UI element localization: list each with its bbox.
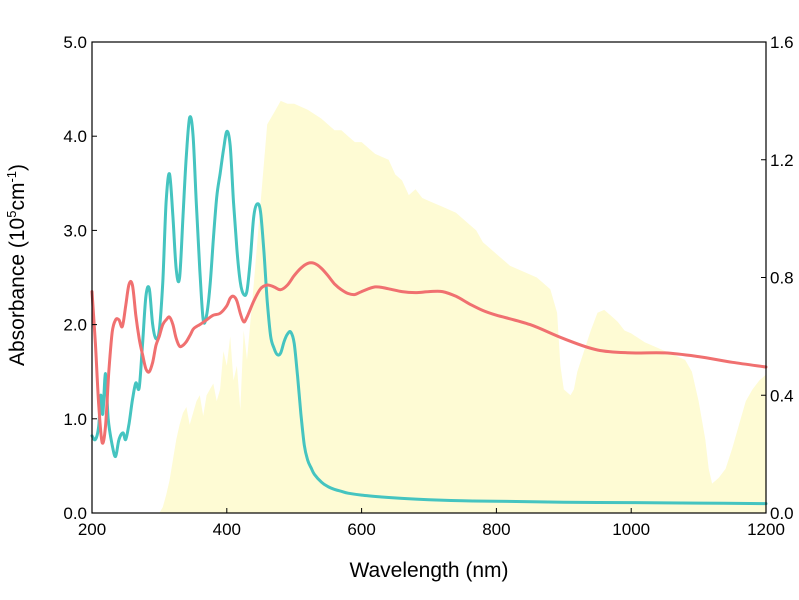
y-right-tick-label: 1.2 — [770, 151, 794, 170]
y-right-tick-label: 0.8 — [770, 269, 794, 288]
y-axis-label-left: Absorbance (105cm-1) — [4, 164, 29, 366]
y-right-tick-label: 1.6 — [770, 33, 794, 52]
y-left-tick-label: 3.0 — [63, 221, 87, 240]
y-left-tick-label: 2.0 — [63, 316, 87, 335]
y-label-main: Absorbance (10 — [6, 218, 29, 366]
x-tick-label: 200 — [78, 520, 106, 539]
x-tick-label: 600 — [347, 520, 375, 539]
y-label-sup1: 5 — [4, 211, 19, 218]
y-left-tick-label: 5.0 — [63, 33, 87, 52]
y-left-tick-label: 1.0 — [63, 410, 87, 429]
series-line-red — [90, 261, 768, 445]
x-axis-label: Wavelength (nm) — [349, 559, 508, 582]
x-tick-label: 800 — [482, 520, 510, 539]
y-left-tick-label: 4.0 — [63, 127, 87, 146]
y-label-end: ) — [6, 164, 29, 171]
series-line-cyan — [90, 115, 768, 506]
solar-spectrum-area — [92, 100, 766, 514]
y-right-tick-label: 0.4 — [770, 386, 794, 405]
y-label-mid: cm — [6, 183, 29, 211]
ticks-layer: 200 400 600 800 1000 12000.01.02.03.04.05.00.… — [63, 33, 793, 539]
x-tick-label: 1000 — [612, 520, 650, 539]
x-tick-label: 1200 — [747, 520, 785, 539]
y-label-sup2: -1 — [4, 171, 19, 183]
y-left-tick-label: 0.0 — [63, 504, 87, 523]
x-tick-label: 400 — [213, 520, 241, 539]
solar-spectrum-layer — [92, 100, 766, 514]
y-right-tick-label: 0.0 — [770, 504, 794, 523]
series-layer — [90, 115, 768, 506]
